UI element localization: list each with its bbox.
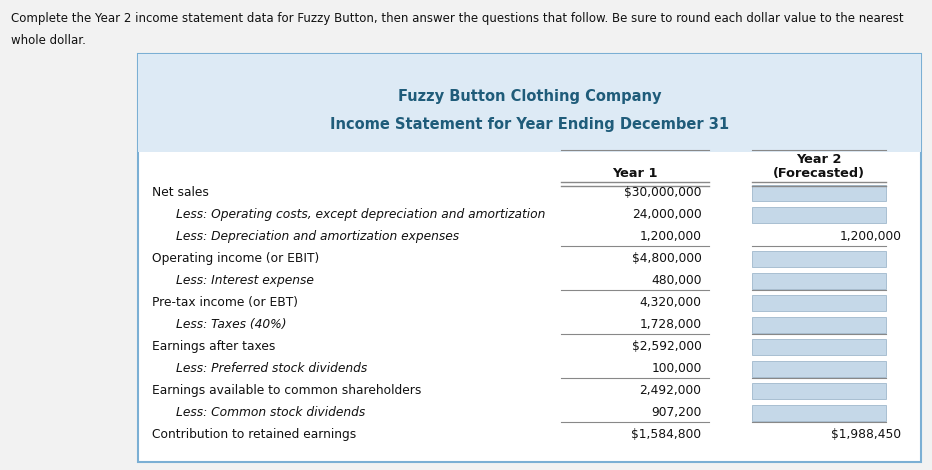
FancyBboxPatch shape [752,339,885,354]
Text: Year 1: Year 1 [612,167,658,180]
FancyBboxPatch shape [752,383,885,399]
Text: Less: Depreciation and amortization expenses: Less: Depreciation and amortization expe… [175,230,459,243]
Text: whole dollar.: whole dollar. [11,34,86,47]
Text: 1,200,000: 1,200,000 [639,230,702,243]
FancyBboxPatch shape [752,207,885,222]
FancyBboxPatch shape [752,273,885,289]
Text: Less: Operating costs, except depreciation and amortization: Less: Operating costs, except depreciati… [175,208,545,221]
Text: Operating income (or EBIT): Operating income (or EBIT) [152,252,320,265]
FancyBboxPatch shape [138,54,921,152]
Text: Less: Interest expense: Less: Interest expense [175,274,313,287]
Text: 1,200,000: 1,200,000 [839,230,901,243]
Text: Less: Preferred stock dividends: Less: Preferred stock dividends [175,362,367,375]
Text: Fuzzy Button Clothing Company: Fuzzy Button Clothing Company [398,88,661,103]
Text: Contribution to retained earnings: Contribution to retained earnings [152,428,356,441]
Text: 907,200: 907,200 [651,406,702,419]
FancyBboxPatch shape [752,185,885,201]
FancyBboxPatch shape [138,54,921,462]
Text: 480,000: 480,000 [651,274,702,287]
Text: $2,592,000: $2,592,000 [632,340,702,353]
Text: (Forecasted): (Forecasted) [773,167,865,180]
FancyBboxPatch shape [752,295,885,311]
Text: $4,800,000: $4,800,000 [632,252,702,265]
Text: Net sales: Net sales [152,186,209,199]
Text: Less: Taxes (40%): Less: Taxes (40%) [175,318,286,331]
Text: Less: Common stock dividends: Less: Common stock dividends [175,406,364,419]
Text: Income Statement for Year Ending December 31: Income Statement for Year Ending Decembe… [330,117,729,132]
Text: 1,728,000: 1,728,000 [639,318,702,331]
Text: $1,584,800: $1,584,800 [632,428,702,441]
Text: 100,000: 100,000 [651,362,702,375]
FancyBboxPatch shape [752,251,885,266]
Text: Year 2: Year 2 [796,153,842,166]
Text: Earnings available to common shareholders: Earnings available to common shareholder… [152,384,421,397]
FancyBboxPatch shape [752,360,885,376]
Text: Earnings after taxes: Earnings after taxes [152,340,275,353]
Text: 2,492,000: 2,492,000 [639,384,702,397]
Text: 24,000,000: 24,000,000 [632,208,702,221]
Text: $1,988,450: $1,988,450 [831,428,901,441]
FancyBboxPatch shape [752,405,885,421]
Text: 4,320,000: 4,320,000 [639,296,702,309]
Text: $30,000,000: $30,000,000 [624,186,702,199]
Text: Complete the Year 2 income statement data for Fuzzy Button, then answer the ques: Complete the Year 2 income statement dat… [11,12,904,25]
FancyBboxPatch shape [752,317,885,333]
Text: Pre-tax income (or EBT): Pre-tax income (or EBT) [152,296,298,309]
